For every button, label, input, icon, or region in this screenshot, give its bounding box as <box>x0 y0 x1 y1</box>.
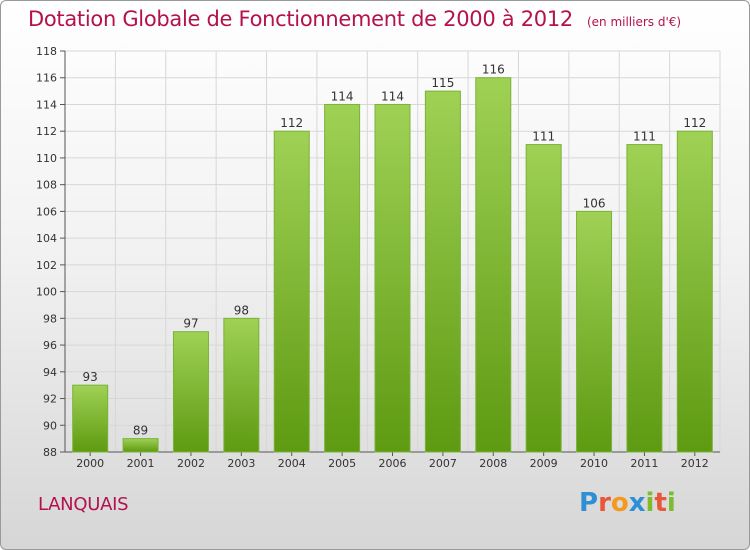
x-tick-label: 2001 <box>127 457 155 470</box>
y-tick-label: 110 <box>36 152 57 165</box>
bar <box>122 438 159 453</box>
bar <box>424 90 461 453</box>
y-tick-label: 94 <box>43 366 57 379</box>
x-tick-label: 2000 <box>76 457 104 470</box>
proxiti-logo: Proxiti <box>579 488 676 518</box>
y-tick-label: 114 <box>36 98 57 111</box>
bar <box>273 130 310 453</box>
bar-value-label: 111 <box>532 130 555 144</box>
y-tick-label: 112 <box>36 125 57 138</box>
bar <box>626 144 663 453</box>
bar <box>172 331 209 453</box>
commune-name: LANQUAIS <box>38 494 129 515</box>
bar <box>324 103 361 453</box>
bar <box>374 103 411 453</box>
bar-value-label: 111 <box>633 130 656 144</box>
chart-title: Dotation Globale de Fonctionnement de 20… <box>28 7 573 31</box>
bar-value-label: 114 <box>381 89 404 103</box>
bar-value-label: 89 <box>133 424 148 438</box>
bar <box>676 130 713 453</box>
title-row: Dotation Globale de Fonctionnement de 20… <box>28 7 681 31</box>
bar <box>525 144 562 453</box>
bar <box>576 210 613 453</box>
y-tick-label: 92 <box>43 393 57 406</box>
bar <box>475 77 512 453</box>
x-tick-label: 2011 <box>630 457 658 470</box>
bar-value-label: 106 <box>583 196 606 210</box>
y-tick-label: 90 <box>43 419 57 432</box>
bar-value-label: 114 <box>331 89 354 103</box>
y-tick-label: 96 <box>43 339 57 352</box>
bar-value-label: 116 <box>482 63 505 77</box>
x-tick-label: 2009 <box>530 457 558 470</box>
x-tick-label: 2008 <box>479 457 507 470</box>
x-tick-label: 2002 <box>177 457 205 470</box>
y-tick-label: 106 <box>36 205 57 218</box>
chart-subtitle: (en milliers d'€) <box>586 15 682 29</box>
bar-value-label: 97 <box>183 317 198 331</box>
bar-value-label: 112 <box>280 116 303 130</box>
bar-value-label: 115 <box>431 76 454 90</box>
x-tick-label: 2005 <box>328 457 356 470</box>
bar-value-label: 112 <box>683 116 706 130</box>
y-tick-label: 116 <box>36 72 57 85</box>
x-tick-label: 2010 <box>580 457 608 470</box>
x-tick-label: 2003 <box>227 457 255 470</box>
x-tick-label: 2006 <box>379 457 407 470</box>
y-tick-label: 100 <box>36 286 57 299</box>
y-tick-label: 108 <box>36 179 57 192</box>
bar-value-label: 98 <box>234 303 249 317</box>
x-tick-label: 2004 <box>278 457 306 470</box>
bar-value-label: 93 <box>83 370 98 384</box>
y-tick-label: 104 <box>36 232 57 245</box>
bar <box>223 317 260 453</box>
x-tick-label: 2012 <box>681 457 709 470</box>
y-tick-label: 102 <box>36 259 57 272</box>
bar <box>72 384 109 453</box>
y-tick-label: 88 <box>43 446 57 459</box>
y-tick-label: 118 <box>36 45 57 58</box>
y-tick-label: 98 <box>43 312 57 325</box>
x-tick-label: 2007 <box>429 457 457 470</box>
